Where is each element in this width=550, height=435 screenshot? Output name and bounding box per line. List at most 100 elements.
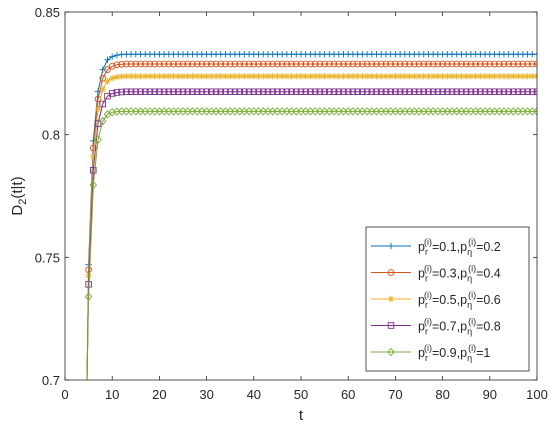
data-point — [198, 60, 206, 68]
marker-shape — [146, 60, 154, 68]
marker-stroke — [444, 73, 450, 79]
marker-shape — [510, 60, 517, 68]
data-point — [481, 88, 489, 95]
marker-shape — [349, 88, 357, 95]
data-point — [439, 88, 446, 95]
data-point — [99, 116, 107, 126]
data-point — [297, 88, 305, 95]
data-point — [519, 60, 527, 68]
data-point — [481, 60, 489, 68]
marker-stroke — [321, 73, 328, 79]
legend-label-part: =1 — [476, 346, 490, 360]
marker-stroke — [170, 73, 177, 79]
data-point — [113, 61, 121, 69]
marker-shape — [179, 88, 187, 95]
x-axis-ticks: 0 10 20 30 40 50 60 70 80 90 100 — [61, 12, 548, 402]
marker-stroke — [218, 73, 224, 79]
data-point — [179, 88, 187, 95]
data-point — [108, 90, 116, 97]
marker-stroke — [288, 73, 295, 79]
marker-shape — [250, 88, 258, 95]
legend-label-part: (i) — [424, 317, 432, 327]
marker-shape — [293, 88, 300, 95]
data-point — [108, 62, 116, 70]
marker-shape — [288, 60, 295, 68]
marker-shape — [231, 88, 239, 95]
marker-shape — [420, 60, 428, 68]
marker-stroke — [416, 73, 422, 79]
legend-label-part: (i) — [468, 343, 476, 353]
marker-stroke — [119, 73, 125, 80]
data-point — [510, 88, 517, 95]
marker-shape — [510, 88, 517, 95]
data-point — [392, 88, 399, 95]
marker-shape — [255, 88, 262, 95]
marker-shape — [406, 60, 413, 68]
data-point — [132, 88, 140, 95]
data-point — [137, 60, 144, 68]
marker-shape — [146, 88, 154, 95]
data-point — [113, 73, 121, 81]
data-point — [415, 73, 423, 80]
marker-shape — [174, 60, 182, 68]
data-point — [443, 60, 451, 68]
marker-shape — [392, 60, 399, 68]
marker-shape — [283, 60, 291, 68]
marker-shape — [212, 88, 220, 95]
data-point — [236, 88, 243, 95]
marker-shape — [387, 269, 395, 276]
data-point — [467, 60, 475, 68]
data-point — [226, 60, 234, 68]
marker-shape — [170, 88, 177, 95]
marker-stroke — [388, 73, 394, 79]
marker-shape — [505, 60, 513, 68]
data-point — [151, 60, 159, 68]
marker-shape — [245, 60, 253, 68]
marker-shape — [292, 60, 300, 68]
data-point — [344, 88, 352, 95]
data-point — [354, 88, 361, 95]
data-point — [94, 105, 102, 113]
marker-shape — [453, 88, 461, 95]
marker-shape — [90, 166, 97, 174]
data-point — [141, 88, 149, 95]
marker-stroke — [255, 73, 262, 79]
data-point — [269, 88, 276, 95]
data-point — [189, 88, 196, 95]
data-point — [174, 60, 182, 68]
data-point — [330, 60, 338, 68]
data-point — [533, 73, 537, 80]
data-point — [222, 73, 229, 80]
marker-stroke — [147, 73, 153, 79]
marker-shape — [89, 144, 97, 152]
marker-shape — [448, 60, 456, 68]
data-point — [184, 88, 191, 95]
marker-shape — [519, 60, 527, 68]
data-point — [311, 60, 319, 68]
marker-shape — [359, 88, 366, 95]
marker-shape — [156, 88, 163, 95]
data-point — [514, 60, 522, 68]
marker-shape — [439, 88, 446, 95]
marker-shape — [477, 60, 484, 68]
marker-shape — [193, 60, 201, 68]
legend-label-part: =0.7,p — [432, 320, 467, 334]
data-point — [179, 60, 187, 68]
marker-shape — [344, 60, 352, 68]
data-point — [89, 144, 97, 152]
marker-shape — [269, 88, 276, 95]
marker-shape — [321, 60, 328, 68]
marker-shape — [354, 88, 361, 95]
marker-shape — [123, 60, 130, 68]
legend-label-part: p — [418, 240, 425, 254]
data-point — [109, 75, 116, 82]
data-point — [212, 60, 220, 68]
data-point — [311, 88, 319, 95]
marker-shape — [226, 88, 234, 95]
marker-shape — [415, 60, 423, 68]
marker-shape — [302, 60, 310, 68]
marker-shape — [325, 60, 333, 68]
data-point — [146, 73, 154, 80]
data-point — [89, 180, 98, 190]
marker-shape — [189, 88, 196, 95]
